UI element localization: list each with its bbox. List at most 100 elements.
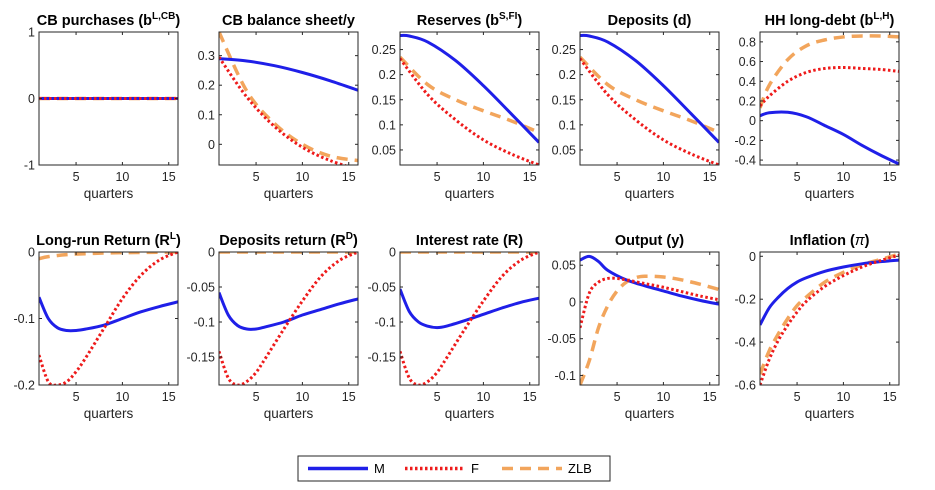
subplot-9: 5 10 15 -0.1 -0.05 0 0.05 quarters Output (y) bbox=[548, 233, 720, 421]
y-tick-label: 0 bbox=[569, 295, 576, 309]
x-tick-label: 15 bbox=[342, 390, 356, 404]
x-axis-label: quarters bbox=[625, 406, 675, 421]
series-M-line bbox=[219, 292, 358, 331]
y-tick-label: 0.1 bbox=[198, 108, 215, 122]
subplot-title: Output (y) bbox=[615, 233, 684, 249]
x-tick-label: 5 bbox=[73, 170, 80, 184]
x-tick-label: 15 bbox=[883, 390, 897, 404]
y-tick-label: 0.2 bbox=[379, 68, 396, 82]
series-ZLB-line bbox=[580, 55, 719, 134]
subplot-title: Deposits return (RD) bbox=[219, 231, 358, 249]
y-tick-label: 0 bbox=[208, 138, 215, 152]
x-tick-label: 10 bbox=[836, 170, 850, 184]
x-tick-label: 15 bbox=[523, 170, 537, 184]
y-tick-label: -0.05 bbox=[548, 332, 577, 346]
legend-label-ZLB: ZLB bbox=[568, 461, 592, 476]
y-tick-label: 0.05 bbox=[372, 143, 396, 157]
series-ZLB-line bbox=[219, 32, 358, 163]
x-tick-label: 5 bbox=[794, 170, 801, 184]
x-axis-label: quarters bbox=[264, 406, 314, 421]
axes-box bbox=[759, 251, 900, 386]
y-tick-label: 0.2 bbox=[559, 68, 576, 82]
x-tick-label: 5 bbox=[434, 170, 441, 184]
x-tick-label: 15 bbox=[883, 170, 897, 184]
subplot-10: 5 10 15 -0.6 -0.4 -0.2 0 quarters Inflation (π) bbox=[734, 233, 900, 421]
series-ZLB-line bbox=[760, 252, 899, 375]
subplot-title: HH long-debt (bL,H) bbox=[765, 11, 895, 29]
subplot-5: 5 10 15 -0.4 -0.2 0 0.2 0.4 0.6 0.8 quarters HH lon… bbox=[734, 11, 900, 201]
y-tick-label: 0.2 bbox=[198, 79, 215, 93]
subplot-title: Interest rate (R) bbox=[416, 233, 523, 249]
axes-box bbox=[579, 251, 720, 386]
subplot-title: CB balance sheet/y bbox=[222, 13, 355, 29]
y-tick-label: 0.25 bbox=[372, 43, 396, 57]
y-tick-label: -0.1 bbox=[554, 369, 576, 383]
series-F-line bbox=[760, 65, 899, 107]
y-tick-label: 0.1 bbox=[559, 118, 576, 132]
series-F-line bbox=[580, 276, 719, 329]
subplot-title: Inflation (π) bbox=[790, 233, 870, 249]
y-tick-label: -0.2 bbox=[734, 134, 756, 148]
axes-box bbox=[759, 31, 900, 166]
series-M-line bbox=[580, 254, 719, 306]
legend-label-F: F bbox=[471, 461, 479, 476]
x-tick-label: 15 bbox=[162, 170, 176, 184]
series-M-line bbox=[760, 258, 899, 326]
y-tick-label: 0.6 bbox=[739, 55, 756, 69]
y-tick-label: 0 bbox=[28, 246, 35, 260]
y-tick-label: 0 bbox=[208, 246, 215, 260]
subplot-2: 5 10 15 0 0.1 0.2 0.3 quarters CB balance sheet/… bbox=[198, 13, 359, 201]
series-ZLB-line bbox=[400, 55, 539, 134]
series-F-line bbox=[400, 57, 539, 165]
series-ZLB-line bbox=[39, 252, 178, 261]
subplot-7: 5 10 15 -0.15 -0.1 -0.05 0 quarters Deposits ret… bbox=[187, 231, 359, 421]
y-tick-label: -0.15 bbox=[368, 351, 397, 365]
x-tick-label: 5 bbox=[73, 390, 80, 404]
x-tick-label: 15 bbox=[703, 170, 717, 184]
x-axis-label: quarters bbox=[264, 186, 314, 201]
y-tick-label: 0.4 bbox=[739, 75, 756, 89]
axes-box bbox=[218, 31, 359, 166]
subplot-3: 5 10 15 0.05 0.1 0.15 0.2 0.25 quarters Reserves … bbox=[372, 11, 540, 201]
series-M-line bbox=[39, 296, 178, 333]
subplot-6: 5 10 15 -0.2 -0.1 0 quarters Long-run Return (R… bbox=[13, 231, 181, 421]
axes-box bbox=[218, 251, 359, 386]
y-tick-label: -0.4 bbox=[734, 336, 756, 350]
x-tick-label: 10 bbox=[836, 390, 850, 404]
x-tick-label: 15 bbox=[162, 390, 176, 404]
y-tick-label: -0.05 bbox=[187, 281, 216, 295]
x-tick-label: 10 bbox=[295, 170, 309, 184]
y-tick-label: -0.2 bbox=[734, 293, 756, 307]
x-axis-label: quarters bbox=[445, 406, 495, 421]
series-F-line bbox=[39, 252, 178, 385]
x-tick-label: 15 bbox=[523, 390, 537, 404]
y-tick-label: 0 bbox=[749, 114, 756, 128]
x-tick-label: 5 bbox=[614, 390, 621, 404]
x-tick-label: 5 bbox=[253, 390, 260, 404]
x-tick-label: 10 bbox=[295, 390, 309, 404]
y-tick-label: -0.6 bbox=[734, 379, 756, 393]
y-tick-label: 0.3 bbox=[198, 49, 215, 63]
y-tick-label: -0.1 bbox=[374, 316, 396, 330]
y-tick-label: 0.05 bbox=[552, 259, 576, 273]
x-axis-label: quarters bbox=[445, 186, 495, 201]
y-tick-label: 0.8 bbox=[739, 35, 756, 49]
y-tick-label: 0 bbox=[749, 250, 756, 264]
y-tick-label: 0 bbox=[28, 92, 35, 106]
x-tick-label: 10 bbox=[656, 390, 670, 404]
series-M-line bbox=[580, 33, 719, 144]
subplot-1: 5 10 15 -1 0 1 quarters CB purchases (bL,CB) bbox=[24, 11, 180, 201]
panels: 5 10 15 -1 0 1 quarters CB purchases (bL,CB) 5 10… bbox=[13, 11, 900, 421]
axes-box bbox=[38, 251, 179, 386]
y-tick-label: -0.2 bbox=[13, 379, 35, 393]
series-M-line bbox=[760, 110, 899, 165]
series-F-line bbox=[219, 252, 358, 385]
axes-box bbox=[579, 31, 720, 166]
x-tick-label: 10 bbox=[476, 390, 490, 404]
y-tick-label: -0.15 bbox=[187, 351, 216, 365]
x-tick-label: 5 bbox=[614, 170, 621, 184]
y-tick-label: 0.05 bbox=[552, 143, 576, 157]
y-tick-label: 0.15 bbox=[372, 93, 396, 107]
series-M-line bbox=[400, 33, 539, 144]
y-tick-label: 1 bbox=[28, 26, 35, 40]
